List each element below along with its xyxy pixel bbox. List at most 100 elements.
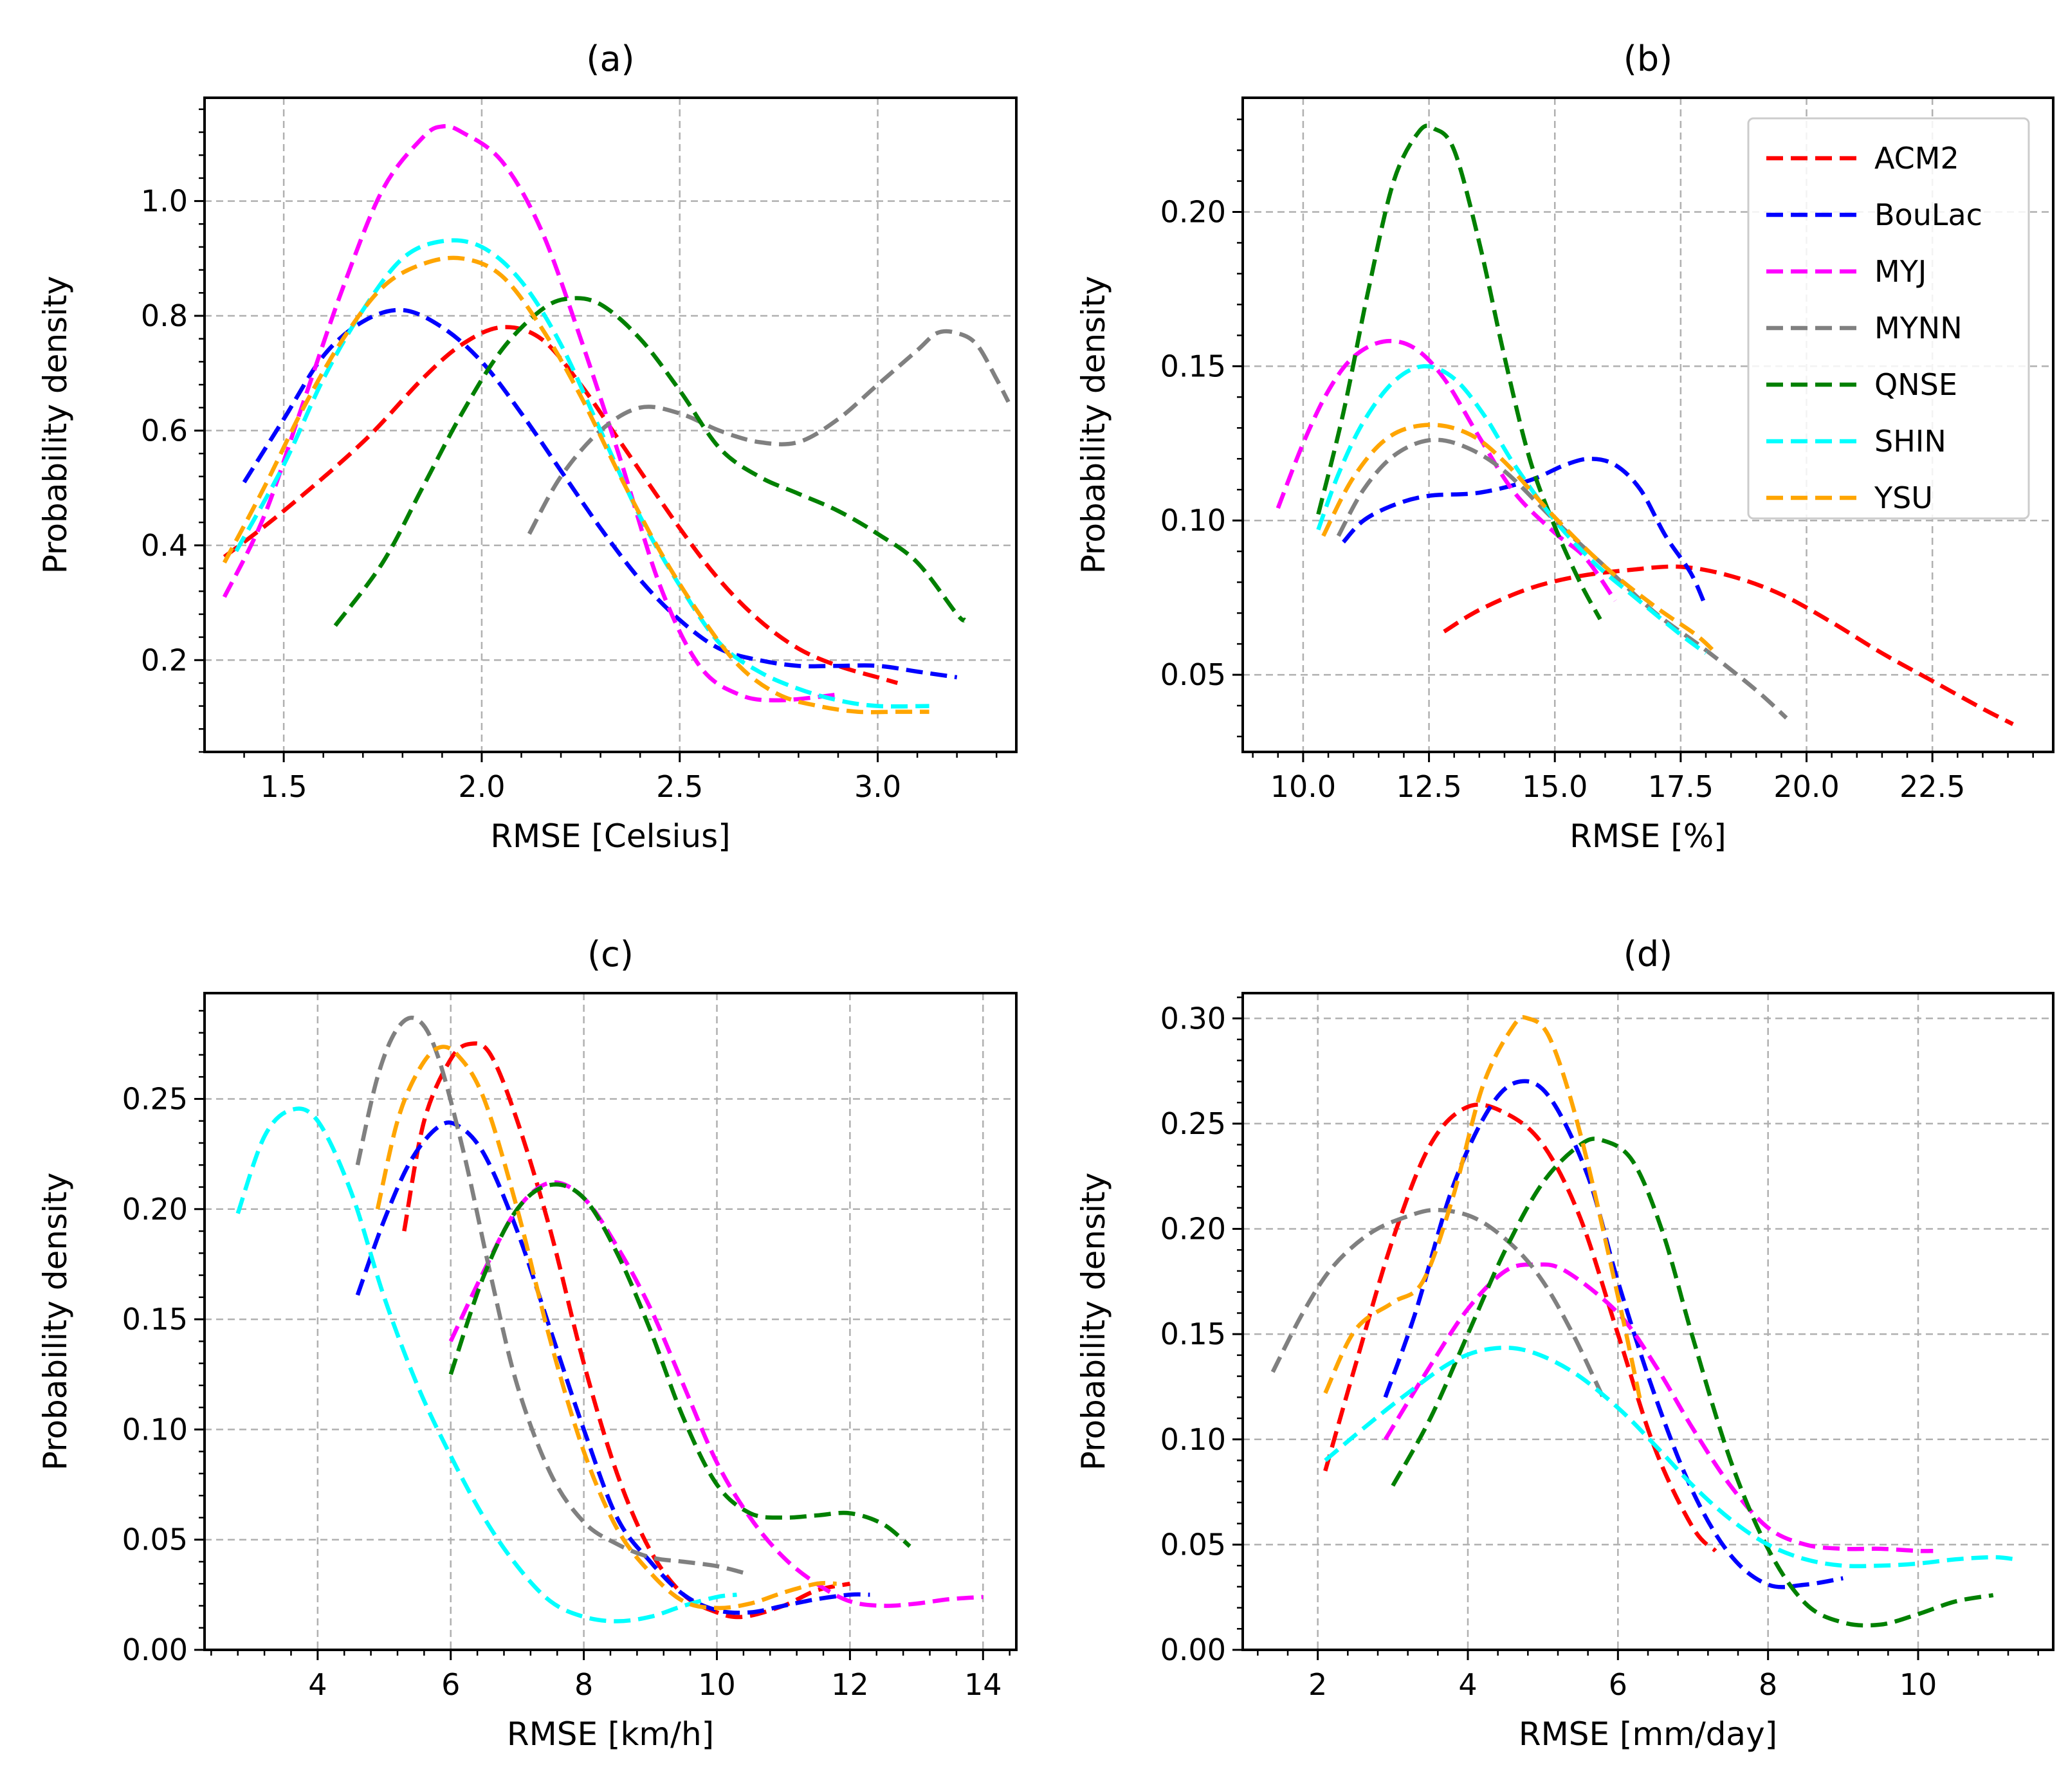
legend-item-myj: MYJ — [1766, 254, 1926, 289]
series-group — [1276, 123, 2014, 726]
x-tick-label: 2.5 — [656, 769, 703, 804]
series-line-qnse — [448, 1182, 911, 1548]
x-tick-label: 15.0 — [1522, 769, 1588, 804]
series-line-acm2 — [402, 1041, 851, 1620]
legend-item-mynn: MYNN — [1766, 311, 1963, 345]
series-line-boulac — [242, 307, 958, 680]
plot-frame — [203, 96, 1018, 753]
y-tick-label: 0.4 — [141, 528, 188, 563]
legend-box — [1747, 117, 2030, 520]
x-tick-label: 2.0 — [458, 769, 505, 804]
legend-label: BouLac — [1874, 197, 1982, 232]
legend-label: ACM2 — [1874, 141, 1959, 176]
y-axis-label: Probability density — [37, 276, 74, 574]
legend: ACM2 BouLac MYJ MYNN QNSE SHIN YSU — [1747, 117, 2030, 520]
x-tick-label: 17.5 — [1648, 769, 1714, 804]
x-tick-label: 20.0 — [1773, 769, 1839, 804]
series-line-boulac — [1342, 457, 1708, 608]
legend-item-qnse: QNSE — [1766, 367, 1957, 402]
panel-title: (d) — [1624, 934, 1672, 974]
y-tick-label: 0.10 — [1160, 1422, 1226, 1457]
y-tick-label: 0.8 — [141, 298, 188, 333]
y-tick-label: 0.10 — [1160, 503, 1226, 538]
y-axis-label: Probability density — [1075, 1173, 1112, 1471]
y-tick-label: 0.20 — [122, 1192, 188, 1227]
y-tick-label: 0.15 — [1160, 1317, 1226, 1351]
y-tick-label: 0.00 — [1160, 1632, 1226, 1667]
series-line-mynn — [1270, 1207, 1605, 1398]
y-tick-label: 0.30 — [1160, 1001, 1226, 1036]
series-line-myj — [1276, 338, 1617, 602]
x-tick-label: 12 — [831, 1667, 869, 1702]
plot-frame — [1241, 96, 2054, 753]
series-line-qnse — [333, 296, 967, 627]
x-axis-label: RMSE [Celsius] — [490, 818, 730, 855]
series-line-shin — [234, 238, 929, 709]
series-line-myj — [448, 1180, 984, 1608]
y-tick-label: 0.15 — [122, 1302, 188, 1337]
x-axis-label: RMSE [mm/day] — [1519, 1715, 1777, 1753]
x-tick-label: 2 — [1308, 1667, 1327, 1702]
legend-item-acm2: ACM2 — [1766, 141, 1959, 176]
legend-label: QNSE — [1874, 367, 1957, 402]
series-line-boulac — [1383, 1079, 1844, 1589]
series-line-myj — [1383, 1262, 1934, 1553]
y-tick-label: 0.05 — [122, 1522, 188, 1557]
series-group — [235, 1016, 984, 1623]
y-tick-label: 0.05 — [1160, 657, 1226, 692]
x-axis-label: RMSE [km/h] — [507, 1715, 714, 1753]
y-tick-label: 0.00 — [122, 1632, 188, 1667]
legend-label: SHIN — [1874, 424, 1946, 459]
legend-item-boulac: BouLac — [1766, 197, 1982, 232]
x-tick-label: 14 — [964, 1667, 1002, 1702]
series-line-acm2 — [1323, 1102, 1717, 1553]
y-tick-label: 0.25 — [122, 1081, 188, 1116]
series-line-mynn — [355, 1016, 744, 1575]
series-line-ysu — [222, 255, 929, 715]
x-tick-label: 10.0 — [1270, 769, 1336, 804]
y-tick-label: 0.6 — [141, 413, 188, 448]
x-tick-label: 8 — [1759, 1667, 1777, 1702]
y-tick-label: 0.20 — [1160, 194, 1226, 229]
series-group — [222, 123, 1011, 715]
plot-area — [205, 993, 1016, 1650]
series-line-myj — [222, 123, 839, 702]
y-tick-label: 0.2 — [141, 643, 188, 677]
series-line-acm2 — [1443, 564, 2014, 726]
x-tick-label: 6 — [441, 1667, 460, 1702]
legend-item-shin: SHIN — [1766, 424, 1946, 459]
x-tick-label: 6 — [1609, 1667, 1627, 1702]
series-line-ysu — [375, 1045, 837, 1611]
series-line-acm2 — [223, 325, 899, 686]
y-axis-label: Probability density — [1075, 276, 1112, 574]
series-group — [1270, 1015, 2017, 1628]
legend-label: MYJ — [1874, 254, 1926, 289]
y-tick-label: 0.20 — [1160, 1212, 1226, 1247]
x-tick-label: 12.5 — [1396, 769, 1461, 804]
y-tick-label: 0.25 — [1160, 1106, 1226, 1141]
x-tick-label: 4 — [1458, 1667, 1477, 1702]
x-axis-label: RMSE [%] — [1569, 818, 1726, 855]
y-axis-label: Probability density — [37, 1173, 74, 1471]
y-tick-label: 1.0 — [141, 184, 188, 219]
series-line-shin — [1324, 1346, 2017, 1569]
series-line-shin — [1316, 364, 1707, 655]
series-line-qnse — [1391, 1137, 1994, 1628]
panel-a: 1.5 2.0 2.5 3.0 0.2 0.4 0.6 0.8 1.0 (a) RMSE [Cels… — [37, 39, 1018, 855]
series-line-mynn — [527, 329, 1011, 535]
panel-d: 2 4 6 8 10 0.00 0.05 0.10 0.15 0.20 0.25 0.30 (d) RMS… — [1075, 934, 2054, 1753]
panel-title: (a) — [586, 39, 634, 79]
series-line-boulac — [355, 1120, 870, 1615]
panel-c: 4 6 8 10 12 14 0.00 0.05 0.10 0.15 0.20 0.25 (c) RMSE… — [37, 934, 1018, 1753]
legend-label: MYNN — [1874, 311, 1963, 345]
x-tick-label: 1.5 — [261, 769, 307, 804]
x-tick-label: 3.0 — [854, 769, 901, 804]
y-tick-label: 0.15 — [1160, 349, 1226, 383]
x-tick-label: 8 — [574, 1667, 593, 1702]
series-line-ysu — [1321, 423, 1717, 655]
y-tick-label: 0.10 — [122, 1412, 188, 1447]
x-tick-label: 4 — [308, 1667, 327, 1702]
legend-label: YSU — [1874, 480, 1933, 515]
y-tick-label: 0.05 — [1160, 1527, 1226, 1562]
